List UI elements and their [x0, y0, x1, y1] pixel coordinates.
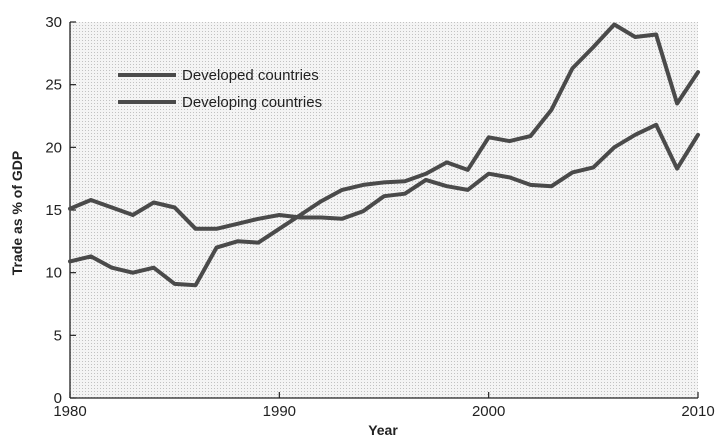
y-tick-label: 15	[45, 202, 62, 219]
y-tick-label: 5	[54, 327, 62, 344]
series-line-developed	[68, 122, 700, 231]
x-tick-label: 2010	[681, 403, 714, 420]
legend-label: Developing countries	[182, 94, 322, 111]
y-tick-label: 30	[45, 14, 62, 31]
x-tick-label: 1980	[53, 403, 86, 420]
series-line-developing	[68, 22, 700, 288]
plot-area	[70, 22, 698, 398]
legend-label: Developed countries	[182, 67, 319, 84]
y-tick-label: 0	[54, 390, 62, 407]
x-tick-label: 2000	[472, 403, 505, 420]
x-axis-title: Year	[368, 422, 398, 438]
y-axis-title: Trade as % of GDP	[9, 151, 25, 275]
y-tick-label: 10	[45, 265, 62, 282]
y-tick-label: 25	[45, 77, 62, 94]
y-tick-label: 20	[45, 139, 62, 156]
x-tick-label: 1990	[263, 403, 296, 420]
